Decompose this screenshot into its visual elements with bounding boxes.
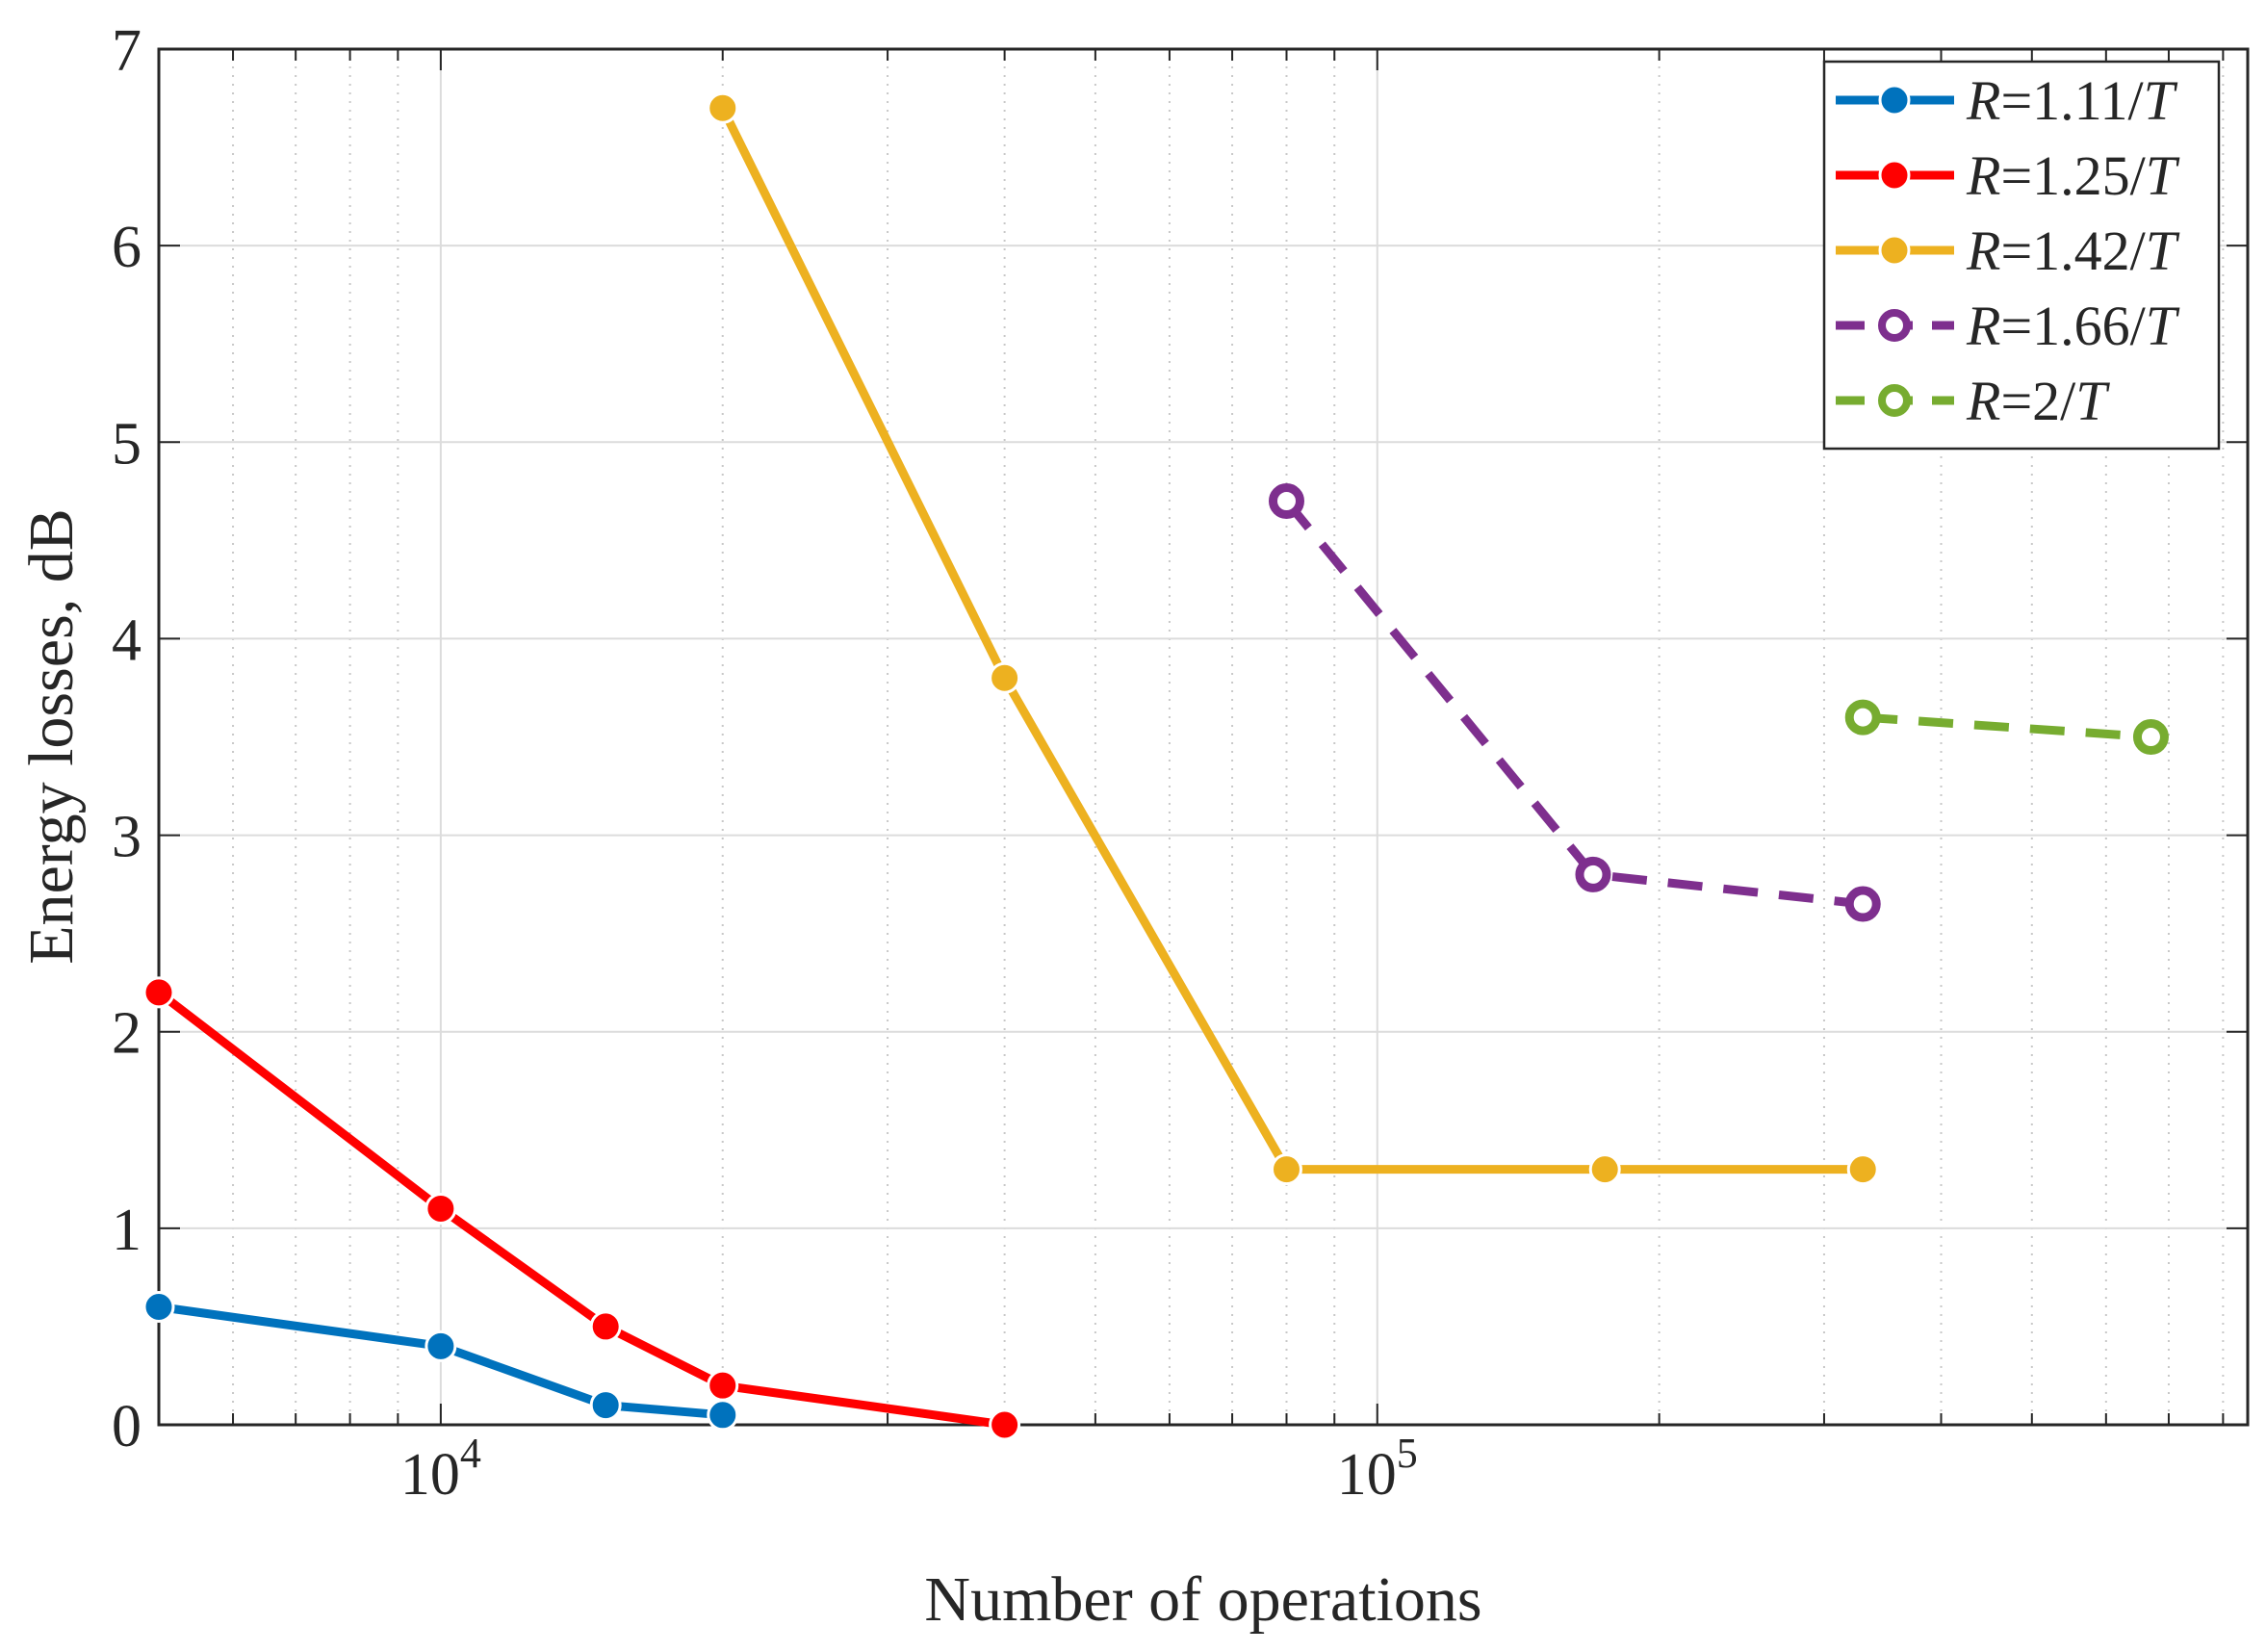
legend-marker [1878, 309, 1911, 342]
series-R=2/T [1844, 699, 2169, 755]
series-R=1.66/T [1268, 483, 1881, 922]
data-point [589, 1389, 622, 1422]
y-axis-label: Energy losses, dB [16, 508, 87, 965]
data-point [142, 1291, 175, 1324]
y-tick-label: 7 [112, 18, 142, 84]
legend-label: R=1.66/T [1966, 295, 2180, 357]
data-point [1846, 1153, 1879, 1186]
data-point [425, 1329, 457, 1362]
legend-label: R=1.25/T [1966, 144, 2180, 207]
legend-entry: R=1.25/T [1836, 144, 2180, 207]
data-point [989, 661, 1021, 694]
legend-marker [1878, 84, 1911, 116]
legend-entry: R=1.66/T [1836, 295, 2180, 357]
data-point [142, 976, 175, 1009]
axes [157, 47, 2250, 1427]
x-tick-label: 105 [1337, 1430, 1418, 1508]
legend-marker [1878, 159, 1911, 192]
y-tick-label: 0 [112, 1394, 142, 1459]
series-R=1.42/T [707, 91, 1879, 1186]
legend-entry: R=1.11/T [1836, 69, 2178, 132]
legend-label: R=1.42/T [1966, 219, 2180, 282]
data-point [1575, 856, 1611, 892]
y-tick-label: 5 [112, 411, 142, 477]
legend-label: R=2/T [1966, 370, 2110, 432]
legend-marker [1878, 234, 1911, 267]
data-point [707, 1399, 739, 1432]
y-tick-label: 3 [112, 805, 142, 870]
x-axis-label: Number of operations [924, 1564, 1481, 1635]
data-point [989, 1408, 1021, 1441]
y-tick-label: 2 [112, 1001, 142, 1067]
series-R=1.25/T [142, 976, 1021, 1441]
legend: R=1.11/T R=1.25/T R=1.42/T R=1.66/T R=2/T [1822, 60, 2221, 451]
data-point [1268, 483, 1304, 520]
data-point [1844, 886, 1881, 922]
data-point [707, 91, 739, 124]
legend-entry: R=2/T [1836, 370, 2110, 432]
legend-marker [1878, 384, 1911, 417]
data-point [2132, 719, 2169, 755]
data-point [1270, 1153, 1302, 1186]
data-point [425, 1192, 457, 1225]
legend-label: R=1.11/T [1966, 69, 2178, 132]
plot-frame [157, 47, 2250, 1427]
data-point [707, 1369, 739, 1402]
series-line [158, 1303, 724, 1420]
data-point [1588, 1153, 1621, 1186]
series-line [1862, 712, 2151, 741]
data-point [589, 1310, 622, 1343]
y-tick-label: 4 [112, 607, 142, 673]
data-point [1844, 699, 1881, 736]
tick-labels: 0 1 2 3 4 5 6 7 104 105 [112, 18, 1418, 1508]
y-tick-label: 1 [112, 1198, 142, 1263]
series [142, 91, 2169, 1441]
x-tick-label: 104 [400, 1430, 481, 1508]
legend-entry: R=1.42/T [1836, 219, 2180, 282]
y-tick-label: 6 [112, 215, 142, 280]
